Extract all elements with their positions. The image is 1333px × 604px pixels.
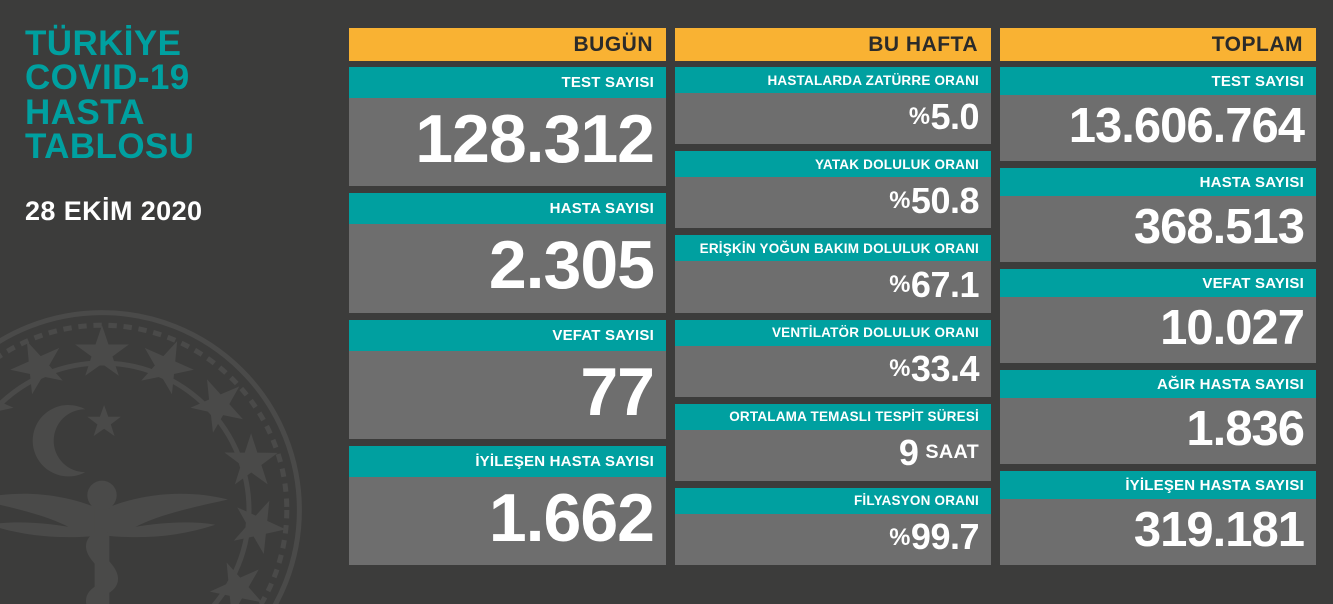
metric-label: HASTA SAYISI [349, 193, 666, 225]
metric-card: İYİLEŞEN HASTA SAYISI 319.181 [1000, 471, 1316, 565]
metric-value: % 67.1 [675, 261, 991, 313]
metric-label: HASTA SAYISI [1000, 168, 1316, 196]
column-header-total: TOPLAM [1000, 28, 1316, 61]
metric-number: 5.0 [930, 95, 979, 137]
metric-number: 9 [898, 432, 919, 474]
metric-value: % 5.0 [675, 93, 991, 145]
metric-value: 10.027 [1000, 297, 1316, 363]
metric-number: 50.8 [910, 179, 980, 221]
metric-list-today: TEST SAYISI 128.312 HASTA SAYISI 2.305 V… [349, 67, 666, 565]
metric-value: 9 SAAT [675, 429, 991, 481]
metric-value: 128.312 [349, 98, 666, 187]
metric-unit: SAAT [925, 441, 979, 464]
metric-value: % 50.8 [675, 177, 991, 229]
metric-value: 13.606.764 [1000, 95, 1316, 161]
metric-value: 368.513 [1000, 196, 1316, 262]
column-this-week: BU HAFTA HASTALARDA ZATÜRRE ORANI % 5.0 Y… [675, 28, 991, 566]
metric-label: İYİLEŞEN HASTA SAYISI [349, 445, 666, 477]
metric-card: FİLYASYON ORANI % 99.7 [675, 487, 991, 566]
metric-value: 1.836 [1000, 398, 1316, 464]
column-total: TOPLAM TEST SAYISI 13.606.764 HASTA SAYI… [1000, 28, 1316, 565]
ministry-of-health-emblem-watermark [0, 310, 302, 604]
metric-label: AĞIR HASTA SAYISI [1000, 370, 1316, 398]
metric-value: 319.181 [1000, 499, 1316, 565]
metric-value: 1.662 [349, 476, 666, 565]
metric-number: 67.1 [910, 263, 980, 305]
column-header-today: BUGÜN [349, 28, 666, 61]
metric-label: VENTİLATÖR DOLULUK ORANI [675, 319, 991, 346]
metric-value: % 33.4 [675, 345, 991, 397]
metric-card: YATAK DOLULUK ORANI % 50.8 [675, 151, 991, 229]
percent-sign: % [889, 271, 910, 299]
metric-card: TEST SAYISI 128.312 [349, 67, 666, 187]
percent-sign: % [889, 186, 910, 214]
column-today: BUGÜN TEST SAYISI 128.312 HASTA SAYISI 2… [349, 28, 666, 565]
column-header-this-week: BU HAFTA [675, 28, 991, 61]
metric-value: 77 [349, 350, 666, 439]
metric-value: % 99.7 [675, 513, 991, 566]
metric-label: FİLYASYON ORANI [675, 487, 991, 514]
page-title: TÜRKİYE COVID-19 HASTA TABLOSU [25, 24, 195, 166]
metric-card: İYİLEŞEN HASTA SAYISI 1.662 [349, 445, 666, 565]
metric-card: TEST SAYISI 13.606.764 [1000, 67, 1316, 161]
metric-label: VEFAT SAYISI [349, 319, 666, 351]
metric-card: VENTİLATÖR DOLULUK ORANI % 33.4 [675, 319, 991, 397]
metric-card: VEFAT SAYISI 10.027 [1000, 269, 1316, 363]
metric-label: YATAK DOLULUK ORANI [675, 151, 991, 178]
metric-value: 2.305 [349, 224, 666, 313]
metric-card: ORTALAMA TEMASLI TESPİT SÜRESİ 9 SAAT [675, 403, 991, 481]
percent-sign: % [889, 523, 910, 551]
metric-number: 33.4 [910, 348, 980, 390]
metric-label: TEST SAYISI [349, 67, 666, 98]
report-date: 28 EKİM 2020 [25, 196, 203, 227]
metric-card: HASTA SAYISI 2.305 [349, 193, 666, 313]
title-block: TÜRKİYE COVID-19 HASTA TABLOSU 28 EKİM 2… [25, 24, 325, 227]
metric-list-total: TEST SAYISI 13.606.764 HASTA SAYISI 368.… [1000, 67, 1316, 565]
metric-number: 99.7 [910, 516, 980, 558]
metric-label: TEST SAYISI [1000, 67, 1316, 95]
metric-card: AĞIR HASTA SAYISI 1.836 [1000, 370, 1316, 464]
metric-label: ERİŞKİN YOĞUN BAKIM DOLULUK ORANI [675, 235, 991, 262]
metric-label: HASTALARDA ZATÜRRE ORANI [675, 67, 991, 93]
metric-card: HASTALARDA ZATÜRRE ORANI % 5.0 [675, 67, 991, 145]
metric-label: İYİLEŞEN HASTA SAYISI [1000, 471, 1316, 499]
metric-card: HASTA SAYISI 368.513 [1000, 168, 1316, 262]
metric-label: VEFAT SAYISI [1000, 269, 1316, 297]
metric-list-this-week: HASTALARDA ZATÜRRE ORANI % 5.0 YATAK DOLU… [675, 67, 991, 566]
percent-sign: % [908, 102, 930, 130]
metric-label: ORTALAMA TEMASLI TESPİT SÜRESİ [675, 403, 991, 430]
metric-card: ERİŞKİN YOĞUN BAKIM DOLULUK ORANI % 67.1 [675, 235, 991, 313]
metric-card: VEFAT SAYISI 77 [349, 319, 666, 439]
percent-sign: % [889, 355, 910, 383]
